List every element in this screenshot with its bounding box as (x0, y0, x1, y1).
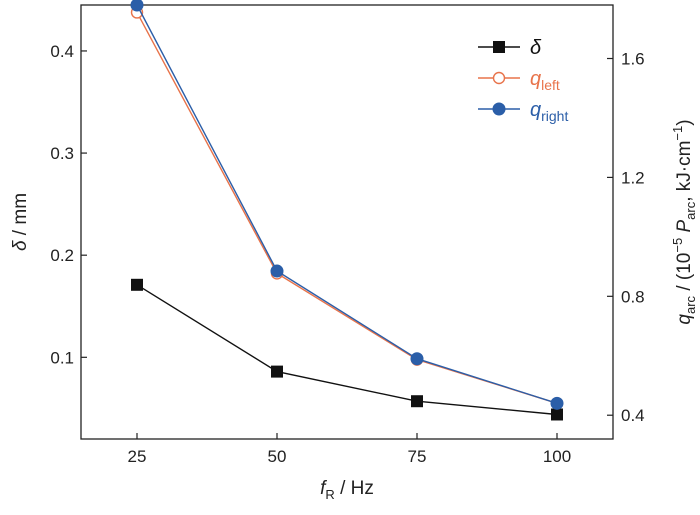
y-left-axis-label-var: δ (10, 240, 31, 251)
x-axis-label: fR / Hz (320, 478, 374, 502)
series-delta (131, 278, 563, 421)
series-layer (130, 0, 564, 421)
data-point (130, 0, 144, 12)
y-right-axis-label: qarc / (10−5 Parc, kJ·cm−1) (670, 119, 698, 324)
x-tick-label: 100 (543, 447, 571, 466)
data-point (550, 396, 564, 410)
y-right-axis-label-close: ) (674, 119, 695, 125)
data-point (271, 365, 283, 378)
legend: δ qleft qright (478, 37, 568, 124)
y-right-tick-label: 1.6 (621, 50, 645, 69)
x-tick-label: 50 (268, 447, 287, 466)
y-left-axis-label: δ / mm (10, 193, 31, 251)
x-axis-label-rest: / Hz (335, 478, 374, 499)
y-left-tick-label: 0.1 (50, 348, 74, 367)
y-right-axis-label-pre: / (10 (674, 253, 695, 296)
y-right-axis-label-var: q (674, 314, 695, 325)
data-point (270, 264, 284, 278)
x-axis-ticks: 25 50 75 100 (128, 433, 571, 466)
data-point (551, 408, 563, 421)
y-right-axis-label-mid-var: P (674, 220, 695, 233)
y-right-axis-label-sup: −5 (670, 238, 685, 253)
x-tick-label: 75 (408, 447, 427, 466)
y-right-axis-label-sub: arc (683, 295, 698, 314)
legend-label: δ (530, 37, 542, 59)
y-right-tick-label: 0.4 (621, 406, 645, 425)
series-q-right (130, 0, 564, 410)
y-left-axis-label-rest: / mm (10, 193, 31, 241)
data-point (410, 352, 424, 366)
y-left-tick-label: 0.3 (50, 144, 74, 163)
y-right-axis-ticks: 0.4 0.8 1.2 1.6 (607, 50, 645, 425)
data-point (131, 278, 143, 291)
series-line (136, 12, 558, 404)
x-axis-label-sub: R (325, 487, 334, 502)
legend-marker (492, 71, 506, 85)
legend-item: qright (478, 99, 568, 124)
series-q-left (130, 6, 564, 410)
legend-item: δ (478, 37, 542, 59)
y-right-tick-label: 0.8 (621, 287, 645, 306)
legend-label: qright (530, 99, 568, 124)
y-left-tick-label: 0.2 (50, 246, 74, 265)
y-right-axis-label-post-sup: −1 (670, 126, 685, 141)
y-right-axis-label-post: , kJ·cm (674, 141, 695, 202)
series-line (136, 284, 558, 416)
legend-item: qleft (478, 68, 560, 93)
x-tick-label: 25 (128, 447, 147, 466)
y-right-tick-label: 1.2 (621, 168, 645, 187)
series-line (136, 4, 558, 404)
y-left-tick-label: 0.4 (50, 42, 74, 61)
x-axis-label-var: f (320, 478, 327, 499)
y-left-axis-ticks: 0.1 0.2 0.3 0.4 (50, 42, 87, 367)
legend-label: qleft (530, 68, 560, 93)
y-right-axis-label-mid-sub: arc (683, 201, 698, 220)
plot-frame (80, 4, 614, 440)
data-point (411, 395, 423, 408)
legend-marker (493, 41, 505, 53)
legend-marker (492, 102, 506, 116)
